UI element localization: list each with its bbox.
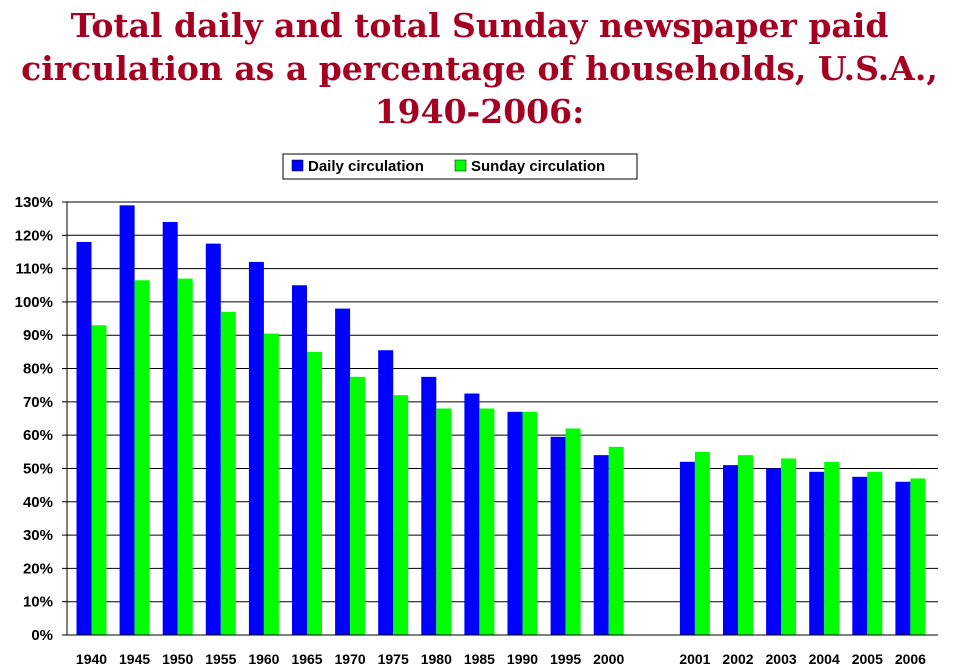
chart-title-line-2: circulation as a percentage of household…: [21, 49, 938, 88]
bar-sunday-2004: [824, 461, 840, 635]
legend-label-sunday: Sunday circulation: [471, 158, 605, 175]
x-tick-label: 1980: [421, 651, 452, 667]
gridlines: [67, 201, 938, 603]
bar-sunday-2000: [608, 446, 624, 635]
bar-sunday-1960: [263, 333, 279, 635]
bar-daily-2001: [679, 461, 695, 635]
x-tick-label: 2000: [593, 651, 624, 667]
axes: [66, 202, 938, 636]
bar-daily-1960: [248, 261, 264, 635]
x-tick-label: 1945: [119, 651, 150, 667]
bar-sunday-1940: [91, 325, 107, 635]
bar-sunday-2001: [694, 451, 710, 635]
y-tick-label: 0%: [31, 627, 53, 644]
chart-title: Total daily and total Sunday newspaper p…: [0, 4, 959, 133]
bar-sunday-1990: [522, 411, 538, 635]
x-tick-label: 1955: [205, 651, 236, 667]
x-tick-label: 1975: [378, 651, 409, 667]
bar-daily-1940: [76, 241, 92, 635]
bar-sunday-1995: [565, 428, 581, 635]
bar-sunday-1985: [479, 408, 495, 635]
bar-daily-1970: [335, 308, 351, 635]
x-tick-label: 2002: [722, 651, 753, 667]
bar-sunday-1970: [350, 376, 366, 635]
y-tick-label: 40%: [23, 494, 53, 511]
y-tick-label: 90%: [23, 327, 53, 344]
bar-sunday-1975: [393, 395, 409, 635]
bar-daily-2000: [593, 455, 609, 635]
legend-label-daily: Daily circulation: [308, 158, 424, 175]
legend: Daily circulation Sunday circulation: [282, 153, 638, 180]
legend-swatch-sunday: [454, 159, 467, 172]
y-tick-label: 70%: [23, 394, 53, 411]
y-axis-ticks: 0% 10% 20% 30% 40% 50% 60% 70% 80% 90% 100% 110% 120…: [15, 194, 67, 644]
bar-daily-1950: [162, 221, 178, 635]
y-tick-label: 50%: [23, 460, 53, 477]
x-tick-label: 2003: [766, 651, 797, 667]
bar-daily-1975: [378, 350, 394, 635]
bar-daily-2006: [895, 481, 911, 635]
chart-title-line-1: Total daily and total Sunday newspaper p…: [70, 6, 889, 45]
x-tick-label: 1990: [507, 651, 538, 667]
y-tick-label: 20%: [23, 560, 53, 577]
y-tick-label: 80%: [23, 361, 53, 378]
y-tick-label: 60%: [23, 427, 53, 444]
bar-sunday-2006: [910, 478, 926, 635]
bar-sunday-1965: [307, 351, 322, 635]
bar-sunday-1945: [134, 280, 150, 635]
bar-daily-1965: [292, 285, 307, 635]
x-tick-label: 2004: [809, 651, 840, 667]
y-tick-label: 100%: [15, 294, 53, 311]
y-tick-label: 130%: [15, 194, 53, 211]
bar-daily-2003: [766, 468, 782, 635]
y-tick-label: 110%: [15, 261, 53, 278]
legend-swatch-daily: [291, 159, 304, 172]
bar-daily-1995: [550, 436, 566, 635]
chart-title-line-3: 1940-2006:: [374, 92, 585, 131]
x-tick-label: 2006: [895, 651, 926, 667]
bars: [76, 205, 926, 636]
bar-daily-2002: [723, 465, 738, 635]
bar-sunday-2003: [781, 458, 797, 635]
x-tick-label: 1950: [162, 651, 193, 667]
bar-sunday-1950: [177, 278, 193, 635]
x-tick-label: 1960: [248, 651, 279, 667]
x-tick-label: 1940: [76, 651, 107, 667]
x-tick-label: 1970: [335, 651, 366, 667]
x-axis-ticks: 1940 1945 1950 1955 1960 1965 1970 1975 1980 1985…: [76, 651, 926, 667]
bar-daily-2005: [852, 476, 868, 635]
bar-daily-1985: [464, 393, 480, 635]
y-tick-label: 120%: [15, 227, 53, 244]
bar-sunday-2002: [738, 455, 753, 635]
bar-daily-1945: [119, 205, 135, 636]
x-tick-label: 1965: [291, 651, 322, 667]
bar-sunday-2005: [867, 471, 883, 635]
x-tick-label: 2001: [679, 651, 710, 667]
x-tick-label: 2005: [852, 651, 883, 667]
x-tick-label: 1995: [550, 651, 581, 667]
bar-daily-1980: [421, 376, 437, 635]
bar-daily-1955: [205, 243, 221, 635]
bar-sunday-1980: [436, 408, 452, 635]
y-tick-label: 10%: [23, 594, 53, 611]
bar-sunday-1955: [220, 311, 236, 635]
y-tick-label: 30%: [23, 527, 53, 544]
bar-daily-1990: [507, 411, 523, 635]
x-tick-label: 1985: [464, 651, 495, 667]
bar-daily-2004: [809, 471, 825, 635]
